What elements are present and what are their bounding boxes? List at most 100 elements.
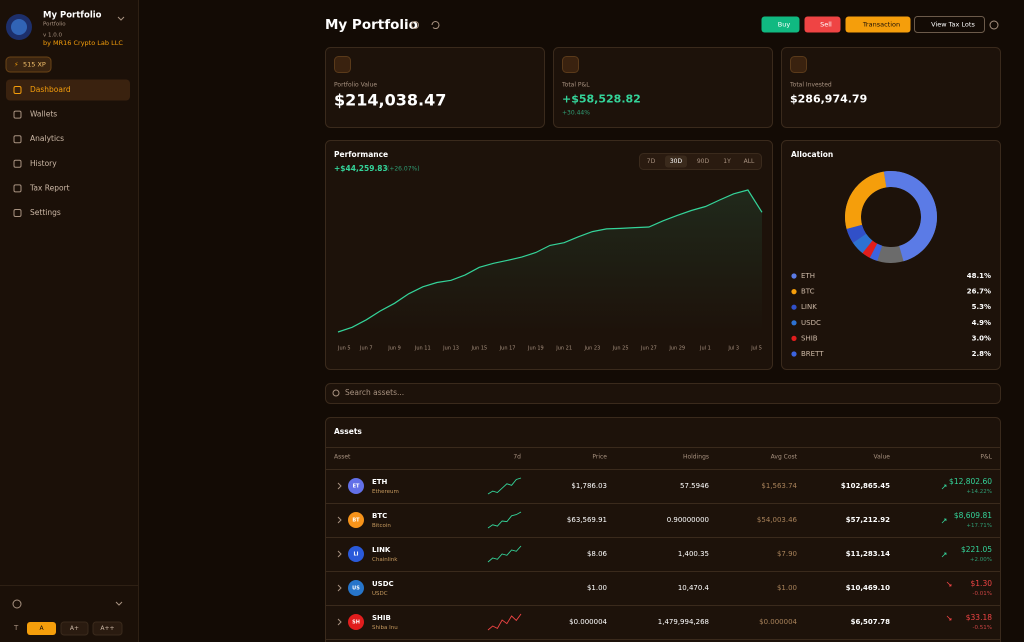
holdings: 57.5946 bbox=[680, 482, 709, 490]
nav-item[interactable]: History bbox=[30, 159, 57, 168]
legend-value: 5.3% bbox=[972, 303, 991, 311]
range-button[interactable]: ALL bbox=[744, 158, 755, 165]
legend-value: 3.0% bbox=[972, 334, 991, 342]
refresh-icon[interactable] bbox=[431, 21, 440, 30]
stat-card bbox=[781, 47, 1001, 128]
expand-icon[interactable] bbox=[337, 550, 342, 558]
app-title: My Portfolio bbox=[43, 11, 102, 21]
pnl: $221.05 bbox=[961, 545, 992, 554]
header-buttons: Buy Sell Transaction View Tax Lots bbox=[761, 16, 985, 33]
column-header: 7d bbox=[513, 454, 521, 461]
pnl: $1.30 bbox=[971, 579, 993, 588]
theme-icon[interactable] bbox=[12, 599, 22, 609]
app-subtitle: Portfolio bbox=[43, 22, 66, 28]
font-size-button[interactable] bbox=[60, 621, 89, 636]
trend-arrow bbox=[946, 581, 952, 587]
font-size-icon: T bbox=[13, 624, 19, 632]
donut-segment bbox=[852, 233, 873, 254]
x-tick-label: Jun 5 bbox=[337, 346, 351, 352]
asset-icon-label: LI bbox=[353, 552, 358, 558]
stat-icon bbox=[790, 56, 807, 73]
value: $10,469.10 bbox=[846, 584, 890, 592]
donut-segment bbox=[846, 224, 867, 243]
font-size-button[interactable] bbox=[92, 621, 123, 636]
nav-icon bbox=[13, 86, 22, 94]
range-button[interactable]: 90D bbox=[697, 158, 710, 165]
asset-symbol: ETH bbox=[372, 478, 388, 486]
expand-icon[interactable] bbox=[337, 618, 342, 626]
legend-value: 4.9% bbox=[972, 319, 991, 327]
legend-swatch bbox=[791, 351, 797, 357]
nav-active-bg bbox=[6, 79, 130, 101]
pnl-pct: -0.51% bbox=[973, 625, 992, 631]
performance-area bbox=[338, 190, 762, 332]
avg-cost: $54,003.46 bbox=[757, 516, 798, 524]
expand-icon[interactable] bbox=[337, 516, 342, 524]
asset-symbol: USDC bbox=[372, 580, 394, 588]
nav-item[interactable]: Dashboard bbox=[30, 85, 71, 94]
trend-arrow bbox=[946, 615, 952, 621]
avg-cost: $7.90 bbox=[777, 550, 797, 558]
theme-chevron[interactable] bbox=[115, 601, 123, 606]
legend-value: 2.8% bbox=[972, 350, 991, 358]
stat-card bbox=[325, 47, 545, 128]
donut-segment bbox=[862, 240, 878, 258]
sparkline bbox=[487, 545, 522, 563]
legend-swatch bbox=[791, 304, 797, 310]
x-tick-label: Jun 19 bbox=[527, 346, 544, 352]
version: v 1.0.0 bbox=[43, 33, 62, 39]
author: by MR16 Crypto Lab LLC bbox=[43, 39, 123, 47]
x-tick-label: Jun 13 bbox=[442, 346, 459, 352]
x-tick-label: Jun 27 bbox=[640, 346, 657, 352]
trend-arrow bbox=[941, 518, 947, 524]
range-active-bg bbox=[665, 155, 687, 168]
help-icon[interactable] bbox=[989, 20, 999, 30]
pnl-pct: -0.01% bbox=[973, 591, 992, 597]
logo-inner bbox=[11, 19, 27, 35]
expand-icon[interactable] bbox=[337, 584, 342, 592]
range-button[interactable]: 30D bbox=[670, 158, 683, 165]
nav-icon bbox=[13, 209, 22, 217]
nav-item[interactable]: Tax Report bbox=[29, 183, 70, 192]
pnl-pct: +2.00% bbox=[970, 557, 992, 563]
header-button[interactable] bbox=[761, 16, 800, 33]
asset-name: Ethereum bbox=[372, 489, 399, 495]
nav-item[interactable]: Wallets bbox=[30, 110, 57, 119]
column-header: P&L bbox=[980, 454, 992, 461]
expand-icon[interactable] bbox=[337, 482, 342, 490]
asset-symbol: SHIB bbox=[372, 614, 391, 622]
nav-item[interactable]: Analytics bbox=[30, 134, 64, 143]
stat-value: $214,038.47 bbox=[334, 91, 446, 110]
price: $1.00 bbox=[587, 584, 607, 592]
header-button[interactable] bbox=[804, 16, 841, 33]
nav-item[interactable]: Settings bbox=[30, 208, 61, 217]
avg-cost: $1.00 bbox=[777, 584, 797, 592]
font-size-button[interactable] bbox=[27, 622, 56, 635]
header-button[interactable] bbox=[914, 16, 985, 33]
range-button[interactable]: 7D bbox=[647, 158, 656, 165]
performance-line bbox=[337, 189, 763, 333]
sparkline bbox=[487, 511, 522, 529]
nav-icon bbox=[13, 110, 22, 119]
search-box[interactable] bbox=[325, 383, 1001, 404]
legend-swatch bbox=[791, 320, 797, 326]
value: $11,283.14 bbox=[846, 550, 890, 558]
asset-name: Shiba Inu bbox=[372, 625, 398, 631]
performance-change: +$44,259.83 bbox=[334, 164, 388, 173]
value: $57,212.92 bbox=[846, 516, 890, 524]
column-header: Avg Cost bbox=[771, 454, 798, 461]
assets-card bbox=[325, 417, 1001, 642]
xp: 515 XP bbox=[23, 61, 46, 69]
asset-icon bbox=[348, 580, 364, 596]
range-button[interactable]: 1Y bbox=[723, 158, 731, 165]
header-button[interactable] bbox=[845, 16, 911, 33]
asset-icon-label: US bbox=[352, 586, 360, 592]
asset-symbol: LINK bbox=[372, 546, 391, 554]
info-icon[interactable] bbox=[411, 21, 419, 29]
value: $6,507.78 bbox=[851, 618, 891, 626]
performance-chart: Jun 5 Jun 7 Jun 9 Jun 11 Jun 13 Jun 15 Jun 17 J… bbox=[337, 189, 763, 352]
column-header: Value bbox=[874, 454, 891, 461]
collapse-icon[interactable] bbox=[117, 16, 125, 21]
asset-icon bbox=[348, 478, 364, 494]
